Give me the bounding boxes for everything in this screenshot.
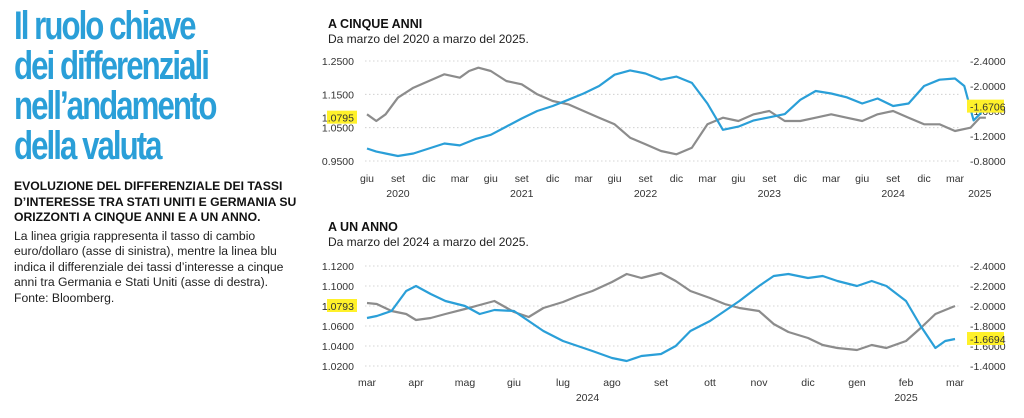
chart-1-month-tick: set	[762, 173, 776, 185]
chart-2-left-tick: 1.0200	[322, 361, 354, 373]
chart-1-month-tick: dic	[794, 173, 807, 185]
chart-2-right-tick: -2.4000	[970, 261, 1006, 273]
headline-line-2: dei differenziali	[14, 44, 210, 88]
chart-1-month-tick: dic	[917, 173, 930, 185]
chart-1-left-tick: 1.2500	[322, 56, 354, 68]
chart-2-month-tick: set	[654, 377, 668, 389]
chart-1-year-label: 2022	[634, 188, 658, 200]
chart-2-month-tick: apr	[408, 377, 424, 389]
chart-2-year-label: 2024	[576, 392, 600, 404]
chart-1-title: A CINQUE ANNI	[328, 17, 422, 31]
chart-1-month-tick: set	[391, 173, 405, 185]
chart-1-month-tick: giu	[360, 173, 374, 185]
chart-2-month-tick: gen	[848, 377, 866, 389]
chart-2-exchange-rate-line	[366, 271, 956, 352]
chart-2-month-tick: nov	[751, 377, 769, 389]
chart-2-right-tick: -2.0000	[970, 301, 1006, 313]
chart-1-left-tick: 1.1500	[322, 89, 354, 101]
chart-2-left-tick: 1.0600	[322, 321, 354, 333]
chart-1-month-tick: giu	[731, 173, 745, 185]
chart-1-exchange-rate-line	[366, 66, 986, 156]
chart-1-month-tick: giu	[855, 173, 869, 185]
chart-1-left-tick: 1.0500	[322, 123, 354, 135]
chart-1-month-tick: mar	[575, 173, 594, 185]
chart-2-right-tick: -1.8000	[970, 321, 1006, 333]
chart-2-month-tick: mar	[946, 377, 965, 389]
chart-1-month-tick: set	[886, 173, 900, 185]
chart-1-month-tick: dic	[422, 173, 435, 185]
chart-1-right-last-highlight	[967, 99, 1004, 113]
chart-2-month-tick: dic	[801, 377, 814, 389]
chart-2-left-last-highlight	[327, 299, 357, 312]
chart-1-left-tick: 0.9500	[322, 156, 354, 168]
chart-2-month-tick: ott	[704, 377, 716, 389]
chart-1-right-tick: -1.2000	[970, 131, 1006, 143]
chart-1-month-tick: mar	[451, 173, 470, 185]
chart-1-month-tick: set	[639, 173, 653, 185]
chart-2-month-tick: mar	[358, 377, 377, 389]
chart-2-subtitle: Da marzo del 2024 a marzo del 2025.	[328, 235, 529, 249]
left-panel: Il ruolo chiave dei differenziali nell’a…	[14, 6, 314, 306]
chart-1-right-tick: -0.8000	[970, 156, 1006, 168]
chart-1-year-label: 2020	[386, 188, 410, 200]
chart-2-title: A UN ANNO	[328, 220, 398, 234]
chart-1-year-label: 2021	[510, 188, 534, 200]
chart-1-left-last-value: 1.0795	[322, 113, 354, 125]
chart-2-month-tick: ago	[603, 377, 621, 389]
chart-1-right-tick: -2.4000	[970, 56, 1006, 68]
headline: Il ruolo chiave dei differenziali nell’a…	[14, 6, 295, 166]
subhead: EVOLUZIONE DEL DIFFERENZIALE DEI TASSI D…	[14, 179, 297, 224]
headline-line-4: della valuta	[14, 124, 162, 168]
chart-1-right-tick: -2.0000	[970, 81, 1006, 93]
chart-1-subtitle: Da marzo del 2020 a marzo del 2025.	[328, 32, 529, 46]
chart-1-year-label: 2024	[881, 188, 905, 200]
chart-2-month-tick: feb	[899, 377, 914, 389]
chart-2-left-tick: 1.1000	[322, 281, 354, 293]
chart-2-right-tick: -2.2000	[970, 281, 1006, 293]
chart-2-right-last-highlight	[967, 332, 1004, 345]
chart-1-month-tick: dic	[546, 173, 559, 185]
chart-2-right-tick: -1.4000	[970, 361, 1006, 373]
chart-2-left-last-value: 1.0793	[322, 301, 354, 313]
chart-1-month-tick: set	[515, 173, 529, 185]
chart-2-left-tick: 1.1200	[322, 261, 354, 273]
chart-1-year-label: 2025	[968, 188, 992, 200]
chart-1-month-tick: mar	[698, 173, 717, 185]
headline-line-3: nell’andamento	[14, 84, 217, 128]
chart-1-month-tick: giu	[608, 173, 622, 185]
headline-line-1: Il ruolo chiave	[14, 4, 196, 48]
chart-1-month-tick: dic	[670, 173, 683, 185]
chart-1-left-last-highlight	[327, 110, 357, 124]
chart-2-month-tick: mag	[455, 377, 476, 389]
chart-2-year-label: 2025	[894, 392, 918, 404]
chart-1-month-tick: giu	[484, 173, 498, 185]
chart-1-month-tick: mar	[946, 173, 965, 185]
chart-2-rate-differential-line	[366, 272, 956, 363]
chart-2-left-tick: 1.0400	[322, 341, 354, 353]
chart-1-year-label: 2023	[758, 188, 782, 200]
chart-2-right-last-value: -1.6694	[970, 334, 1006, 346]
chart-2-month-tick: lug	[556, 377, 570, 389]
chart-1-month-tick: mar	[822, 173, 841, 185]
chart-1-rate-differential-line	[366, 69, 987, 158]
chart-note: La linea grigia rappresenta il tasso di …	[14, 228, 284, 305]
chart-2-month-tick: giu	[507, 377, 521, 389]
chart-1-right-last-value: -1.6706	[970, 102, 1006, 114]
